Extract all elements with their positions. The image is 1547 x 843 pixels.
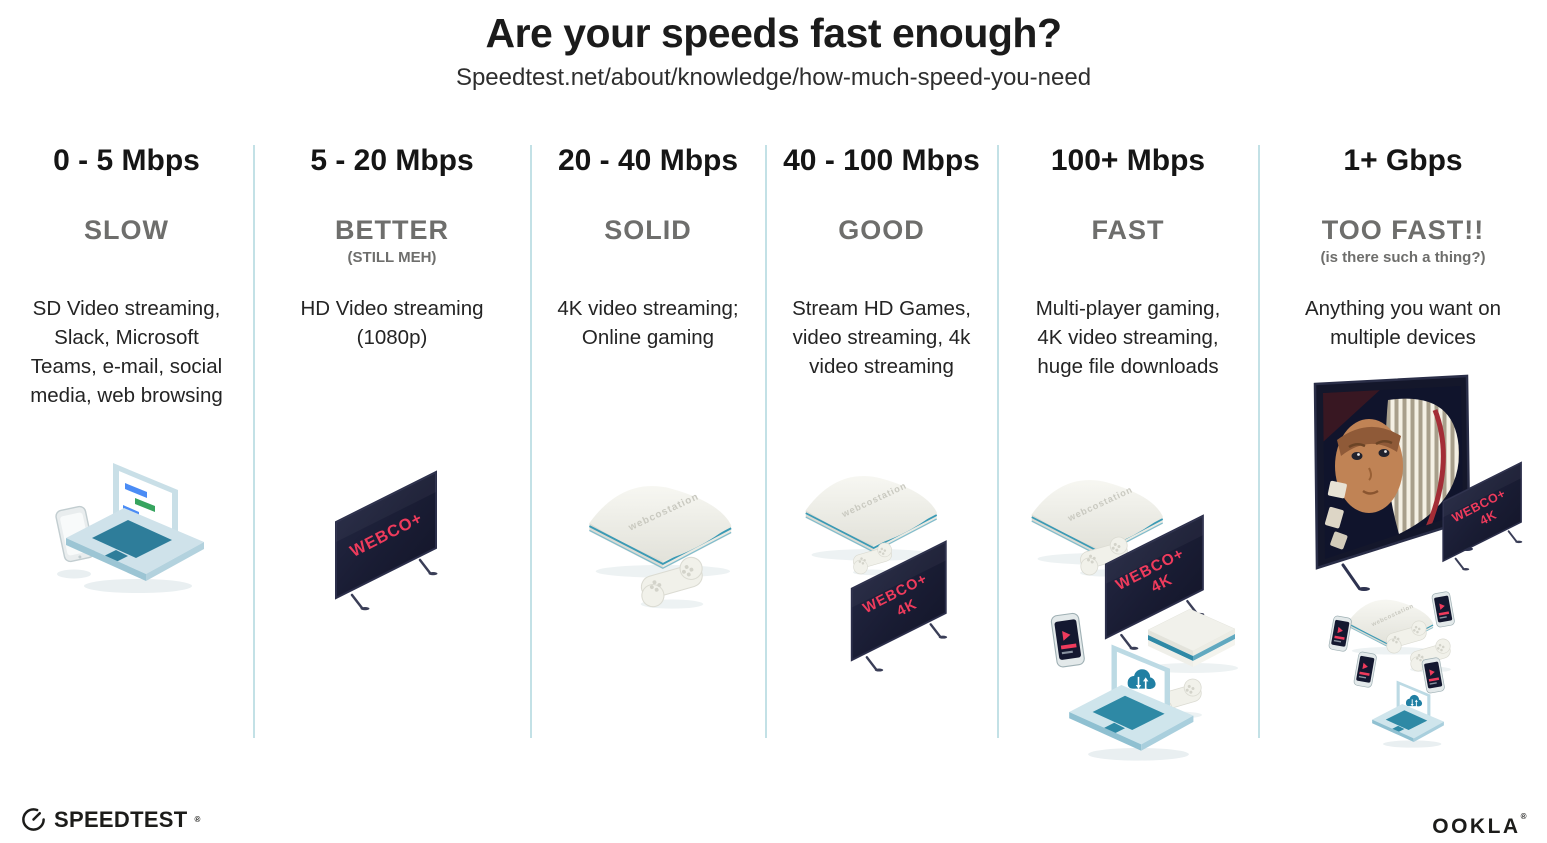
rating-note: (is there such a thing?) [1320, 249, 1486, 266]
console-4k-tv-icon: WEBCO+ 4K [804, 475, 949, 673]
multi-device-icon: WEBCO+ 4K [1030, 479, 1238, 762]
smartphone-video-icon [1353, 651, 1378, 689]
speed-range: 20 - 40 Mbps [557, 144, 739, 177]
rating-label: FAST [1091, 215, 1165, 245]
smartphone-video-icon [1421, 656, 1446, 694]
speed-column-5-20-mbps: 5 - 20 Mbps BETTER (STILL MEH) HD Video … [254, 130, 530, 843]
speedtest-trademark: ® [194, 815, 201, 824]
speed-range: 40 - 100 Mbps [783, 144, 980, 177]
speed-column-1-plus-gbps: 1+ Gbps TOO FAST!! (is there such a thin… [1259, 130, 1547, 843]
smartphone-video-icon [1050, 612, 1086, 669]
speed-range: 1+ Gbps [1343, 144, 1463, 177]
rating-label: SLOW [84, 215, 169, 245]
speed-range: 0 - 5 Mbps [53, 144, 200, 177]
column-divider [253, 145, 255, 738]
multi-device-illustration: WEBCO+ 4K [1022, 454, 1240, 777]
ookla-trademark: ® [1520, 812, 1529, 821]
use-cases: Anything you want on multiple devices [1304, 297, 1502, 349]
rating-label: TOO FAST!! [1321, 215, 1485, 245]
everything-illustration: WEBCO+ 4K [1285, 372, 1547, 782]
chat-bubble-green [135, 498, 155, 512]
use-cases: SD Video streaming, Slack, Microsoft Tea… [30, 297, 223, 407]
big-tv-movie-icon [1313, 374, 1473, 591]
speedtest-gauge-icon [22, 808, 45, 831]
console-tv-illustration: WEBCO+ 4K [792, 452, 974, 685]
use-cases: HD Video streaming (1080p) [300, 297, 484, 349]
ookla-logo: OOKLA® [1432, 812, 1529, 839]
laptop-chat-icon [55, 463, 204, 593]
tv-4k-label: 4K [1478, 508, 1499, 528]
rating-label: BETTER [335, 215, 449, 245]
rating-label: GOOD [838, 215, 925, 245]
slab-console-icon [1146, 608, 1238, 673]
speed-column-100-plus-mbps: 100+ Mbps FAST Multi-player gaming, 4K v… [998, 130, 1258, 843]
speed-range: 5 - 20 Mbps [310, 144, 474, 177]
smartphone-video-icon [1431, 590, 1456, 628]
speed-column-0-5-mbps: 0 - 5 Mbps SLOW SD Video streaming, Slac… [0, 130, 253, 843]
speed-column-20-40-mbps: 20 - 40 Mbps SOLID 4K video streaming; O… [531, 130, 765, 843]
laptop-icon [66, 463, 204, 581]
use-cases: Stream HD Games, video streaming, 4k vid… [792, 297, 971, 378]
console-controller-illustration [571, 460, 753, 617]
smartphone-video-icon [1328, 615, 1353, 653]
tv-icon: WEBCO+ [334, 470, 439, 612]
speedtest-logo: SPEEDTEST ® [20, 806, 200, 833]
rating-label: SOLID [604, 215, 692, 245]
source-url: Speedtest.net/about/knowledge/how-much-s… [455, 64, 1092, 91]
use-cases: Multi-player gaming, 4K video streaming,… [1035, 297, 1221, 378]
speedtest-wordmark: SPEEDTEST [54, 806, 188, 832]
game-console-icon [588, 485, 733, 610]
rating-note: (STILL MEH) [347, 249, 437, 266]
speed-column-40-100-mbps: 40 - 100 Mbps GOOD Stream HD Games, vide… [766, 130, 997, 843]
column-divider [997, 145, 999, 738]
speed-range: 100+ Mbps [1050, 144, 1206, 177]
column-divider [530, 145, 532, 738]
page-title: Are your speeds fast enough? [485, 10, 1062, 56]
tv-illustration: WEBCO+ [330, 460, 450, 627]
ookla-wordmark: OOKLA [1432, 815, 1521, 838]
column-divider [765, 145, 767, 738]
everything-icon: WEBCO+ 4K [1313, 374, 1524, 749]
column-divider [1258, 145, 1260, 738]
use-cases: 4K video streaming; Online gaming [557, 297, 739, 349]
chat-bubble-blue [125, 483, 147, 498]
laptop-phone-illustration [46, 456, 208, 601]
